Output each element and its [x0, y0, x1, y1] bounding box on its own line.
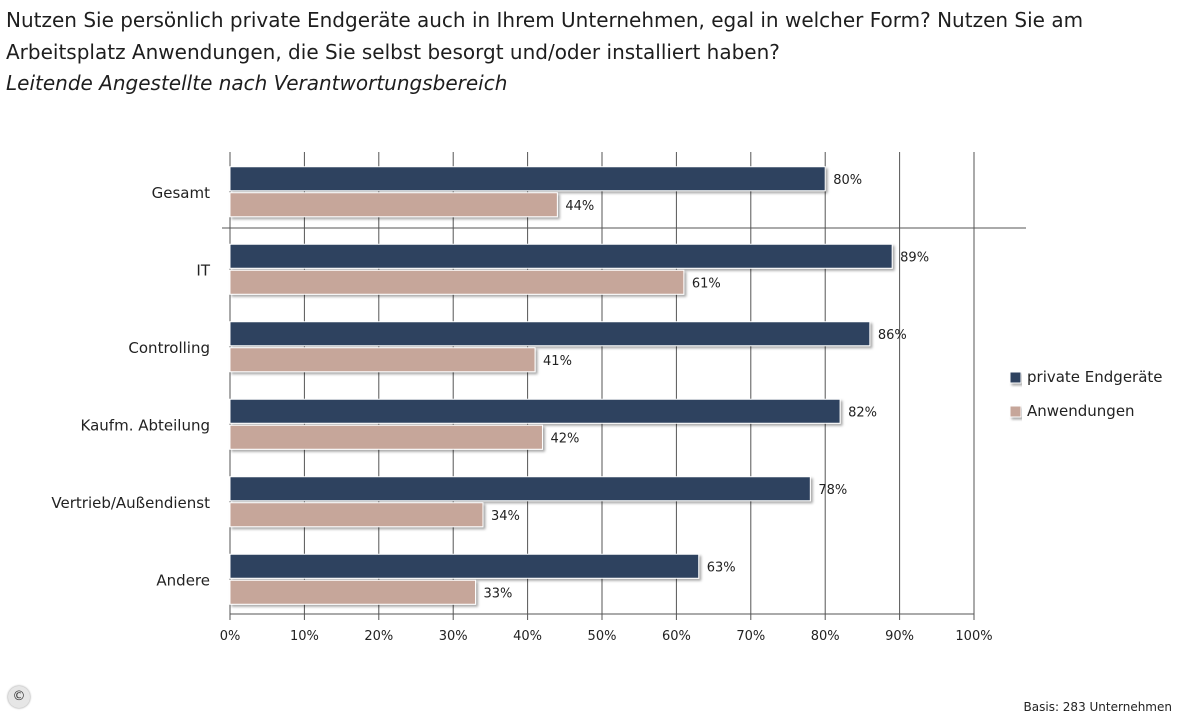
data-label: 86% [878, 328, 907, 343]
bar-anwendungen [229, 502, 484, 528]
legend-swatch [1009, 371, 1022, 384]
x-tick-label: 90% [885, 629, 914, 644]
x-axis-ticks: 0% 10% 20% 30% 40% 50% 60% 70% 80% 90% 100% [220, 629, 993, 644]
data-label: 82% [848, 405, 877, 420]
bar-anwendungen [229, 424, 543, 450]
bar-private-endgeraete [229, 166, 826, 192]
bar-anwendungen [229, 192, 558, 218]
bar-anwendungen [229, 579, 477, 605]
category-label: Controlling [128, 339, 210, 357]
category-label: Andere [156, 571, 210, 589]
category-label: Vertrieb/Außendienst [51, 494, 210, 512]
category-label: Kaufm. Abteilung [81, 416, 210, 434]
bar-anwendungen [229, 269, 685, 295]
legend-swatch [1009, 405, 1022, 418]
chart-title: Nutzen Sie persönlich private Endgeräte … [6, 8, 1084, 64]
category-labels: Gesamt IT Controlling Kaufm. Abteilung Vertr… [51, 184, 210, 590]
x-tick-label: 30% [439, 629, 468, 644]
x-tick-label: 100% [955, 629, 992, 644]
grid-lines [222, 152, 1026, 620]
bar-anwendungen [229, 347, 536, 373]
data-label: 89% [900, 250, 929, 265]
bar-private-endgeraete [229, 398, 841, 424]
bar-private-endgeraete [229, 321, 871, 347]
legend-label: private Endgeräte [1027, 368, 1163, 386]
legend: private Endgeräte Anwendungen [1009, 368, 1163, 420]
bar-private-endgeraete [229, 553, 700, 579]
data-label: 80% [833, 173, 862, 188]
data-label: 63% [707, 560, 736, 575]
legend-label: Anwendungen [1027, 402, 1135, 420]
x-tick-label: 40% [513, 629, 542, 644]
data-label: 61% [692, 276, 721, 291]
x-tick-label: 70% [736, 629, 765, 644]
copyright-icon: © [8, 686, 30, 708]
x-tick-label: 20% [364, 629, 393, 644]
x-tick-label: 0% [220, 629, 241, 644]
bars: 80% 44% 89% 61% 86% 41% 82% 42% 78% 34% 63% 33% [229, 166, 929, 605]
bar-private-endgeraete [229, 243, 893, 269]
chart-subtitle: Leitende Angestellte nach Verantwortungs… [6, 71, 508, 95]
x-tick-label: 60% [662, 629, 691, 644]
basis-note: Basis: 283 Unternehmen [1023, 700, 1172, 714]
data-label: 41% [543, 354, 572, 369]
category-label: IT [196, 261, 210, 279]
data-label: 78% [818, 483, 847, 498]
category-label: Gesamt [152, 184, 210, 202]
x-tick-label: 10% [290, 629, 319, 644]
data-label: 33% [484, 586, 513, 601]
x-tick-label: 80% [811, 629, 840, 644]
data-label: 44% [565, 199, 594, 214]
data-label: 34% [491, 509, 520, 524]
x-tick-label: 50% [588, 629, 617, 644]
bar-private-endgeraete [229, 476, 811, 502]
data-label: 42% [550, 431, 579, 446]
